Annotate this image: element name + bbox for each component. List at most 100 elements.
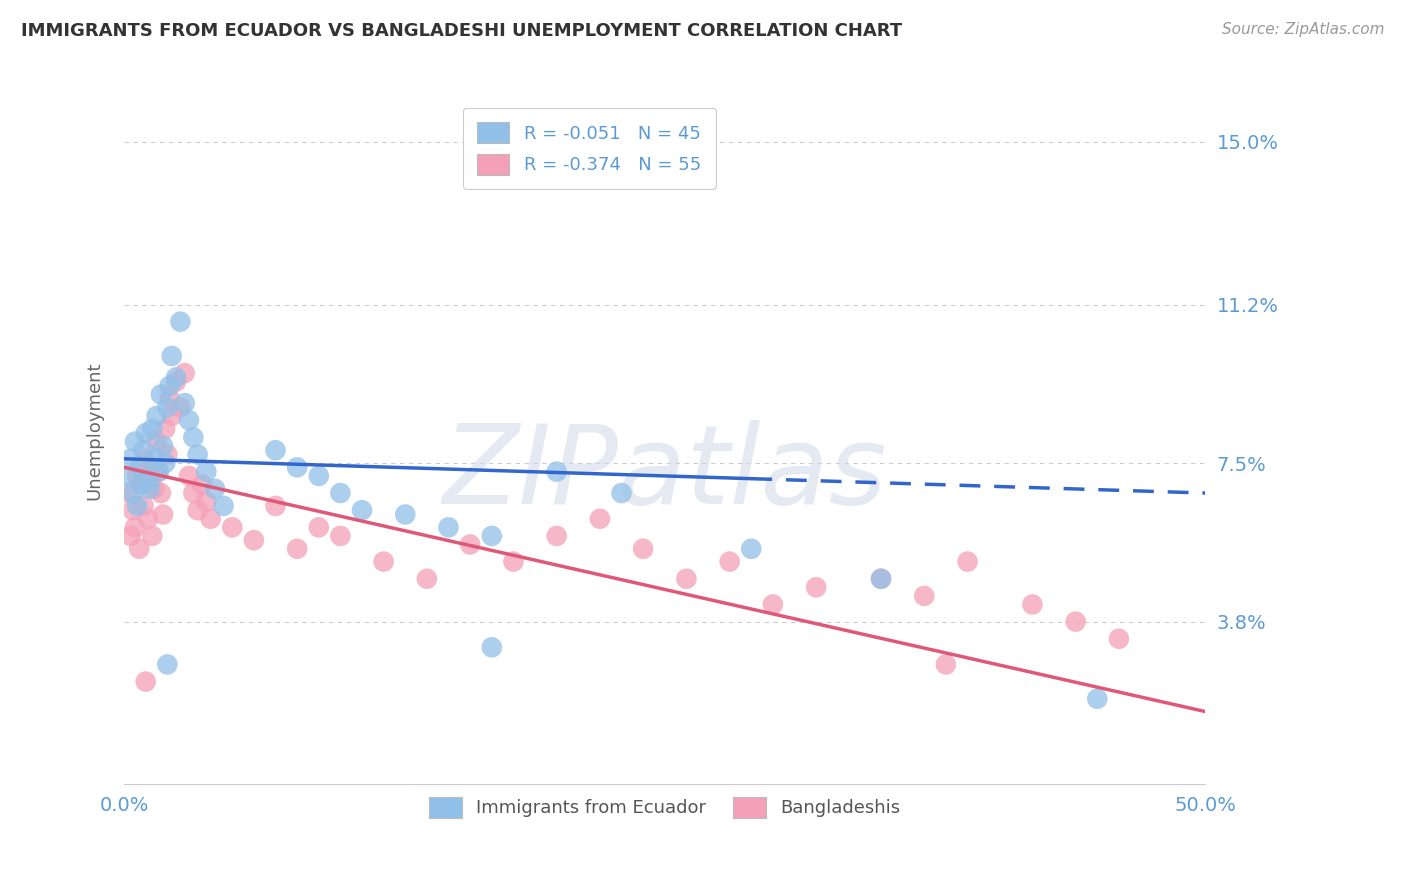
Point xyxy=(156,448,179,462)
Point xyxy=(221,520,243,534)
Point xyxy=(1085,691,1108,706)
Point xyxy=(546,529,568,543)
Point xyxy=(264,443,287,458)
Point xyxy=(1108,632,1130,646)
Text: ZIPatlas: ZIPatlas xyxy=(443,420,887,527)
Point xyxy=(870,572,893,586)
Point xyxy=(956,555,979,569)
Point xyxy=(718,555,741,569)
Point xyxy=(127,499,149,513)
Point xyxy=(152,439,174,453)
Point xyxy=(120,451,142,466)
Point xyxy=(131,477,153,491)
Point xyxy=(804,580,827,594)
Point xyxy=(165,370,187,384)
Point xyxy=(136,473,159,487)
Point xyxy=(195,494,218,508)
Point xyxy=(135,451,157,466)
Point xyxy=(141,529,163,543)
Point xyxy=(120,529,142,543)
Legend: Immigrants from Ecuador, Bangladeshis: Immigrants from Ecuador, Bangladeshis xyxy=(422,789,907,825)
Point xyxy=(204,482,226,496)
Point xyxy=(135,426,157,441)
Point xyxy=(183,430,205,444)
Point xyxy=(160,349,183,363)
Point xyxy=(160,409,183,423)
Point xyxy=(173,396,195,410)
Point xyxy=(589,512,612,526)
Point xyxy=(159,379,181,393)
Point xyxy=(155,456,177,470)
Y-axis label: Unemployment: Unemployment xyxy=(86,361,103,500)
Point xyxy=(1064,615,1087,629)
Point xyxy=(121,486,143,500)
Point xyxy=(169,401,191,415)
Text: Source: ZipAtlas.com: Source: ZipAtlas.com xyxy=(1222,22,1385,37)
Point xyxy=(187,503,209,517)
Point xyxy=(121,503,143,517)
Point xyxy=(373,555,395,569)
Point xyxy=(117,486,139,500)
Text: IMMIGRANTS FROM ECUADOR VS BANGLADESHI UNEMPLOYMENT CORRELATION CHART: IMMIGRANTS FROM ECUADOR VS BANGLADESHI U… xyxy=(21,22,903,40)
Point xyxy=(935,657,957,672)
Point xyxy=(141,422,163,436)
Point xyxy=(139,482,162,496)
Point xyxy=(169,315,191,329)
Point xyxy=(145,434,167,449)
Point xyxy=(148,465,170,479)
Point xyxy=(128,541,150,556)
Point xyxy=(131,477,153,491)
Point xyxy=(285,460,308,475)
Point xyxy=(481,529,503,543)
Point xyxy=(264,499,287,513)
Point xyxy=(159,392,181,406)
Point xyxy=(195,465,218,479)
Point xyxy=(183,486,205,500)
Point xyxy=(329,529,352,543)
Point xyxy=(143,482,166,496)
Point xyxy=(1021,598,1043,612)
Point xyxy=(132,443,155,458)
Point xyxy=(177,413,200,427)
Point xyxy=(117,469,139,483)
Point xyxy=(136,512,159,526)
Point xyxy=(143,451,166,466)
Point xyxy=(200,512,222,526)
Point xyxy=(152,508,174,522)
Point xyxy=(212,499,235,513)
Point xyxy=(870,572,893,586)
Point xyxy=(145,409,167,423)
Point xyxy=(127,469,149,483)
Point xyxy=(187,448,209,462)
Point xyxy=(124,434,146,449)
Point xyxy=(481,640,503,655)
Point xyxy=(149,387,172,401)
Point xyxy=(285,541,308,556)
Point xyxy=(165,375,187,389)
Point xyxy=(177,469,200,483)
Point xyxy=(546,465,568,479)
Point xyxy=(912,589,935,603)
Point xyxy=(437,520,460,534)
Point xyxy=(191,477,214,491)
Point xyxy=(149,486,172,500)
Point xyxy=(243,533,266,548)
Point xyxy=(155,422,177,436)
Point xyxy=(308,520,330,534)
Point xyxy=(350,503,373,517)
Point xyxy=(502,555,524,569)
Point xyxy=(135,674,157,689)
Point xyxy=(308,469,330,483)
Point xyxy=(139,460,162,475)
Point xyxy=(610,486,633,500)
Point xyxy=(394,508,416,522)
Point xyxy=(173,366,195,380)
Point xyxy=(329,486,352,500)
Point xyxy=(762,598,785,612)
Point xyxy=(458,537,481,551)
Point xyxy=(416,572,439,586)
Point xyxy=(631,541,654,556)
Point xyxy=(124,520,146,534)
Point xyxy=(156,657,179,672)
Point xyxy=(128,460,150,475)
